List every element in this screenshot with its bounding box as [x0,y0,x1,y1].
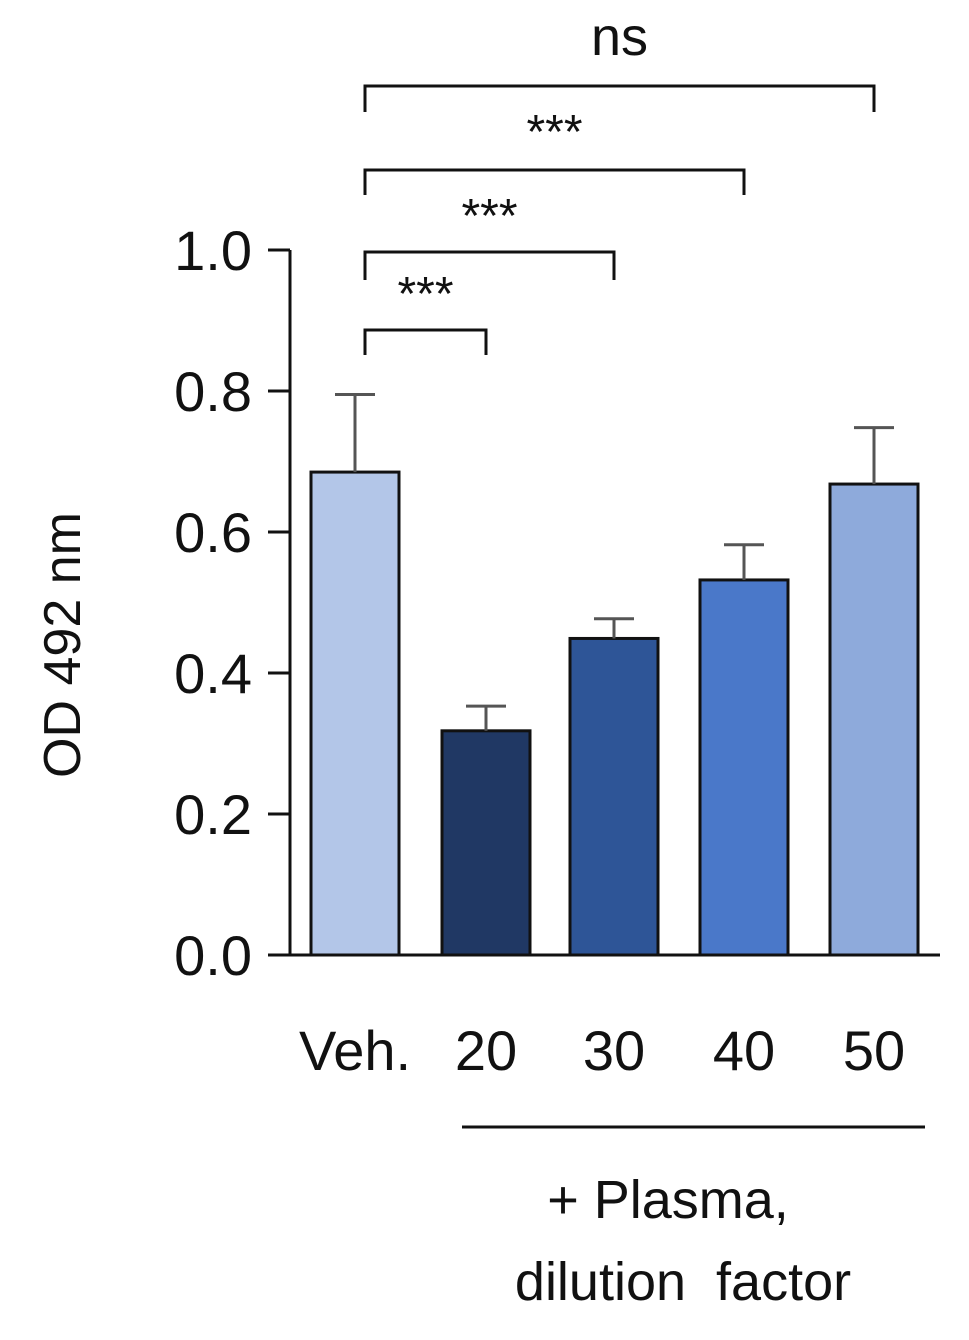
significance-label: *** [397,268,453,321]
y-tick-label: 1.0 [174,219,252,282]
bars [309,470,920,957]
y-tick-label: 0.8 [174,360,252,423]
x-tick-label: 40 [713,1019,775,1082]
y-tick-label: 0.2 [174,783,252,846]
bar [440,729,532,957]
y-tick-label: 0.0 [174,924,252,987]
y-axis-title: OD 492 nm [34,512,92,778]
group-label-line1: + Plasma, [547,1170,789,1230]
significance-label: ns [591,7,648,67]
x-tick-label: 20 [455,1019,517,1082]
group-label-line2: dilution factor [515,1252,851,1312]
significance-bracket [363,250,616,280]
bar [309,470,401,957]
x-tick-labels: Veh. 20 30 40 50 [299,1019,905,1082]
significance-bracket [363,84,876,112]
y-axis: 0.0 0.2 0.4 0.6 0.8 1.0 [174,219,940,987]
significance-label: *** [526,106,582,159]
y-tick-label: 0.4 [174,642,252,705]
y-tick-label: 0.6 [174,501,252,564]
bar [698,578,790,957]
significance-bracket [363,328,488,355]
bar [828,482,920,957]
x-tick-label: Veh. [299,1019,411,1082]
x-tick-label: 30 [583,1019,645,1082]
significance-label: *** [461,190,517,243]
x-tick-label: 50 [843,1019,905,1082]
significance-bracket [363,168,746,195]
error-bars [335,393,894,731]
significance-brackets: *********ns [363,7,876,355]
bar [568,636,660,957]
